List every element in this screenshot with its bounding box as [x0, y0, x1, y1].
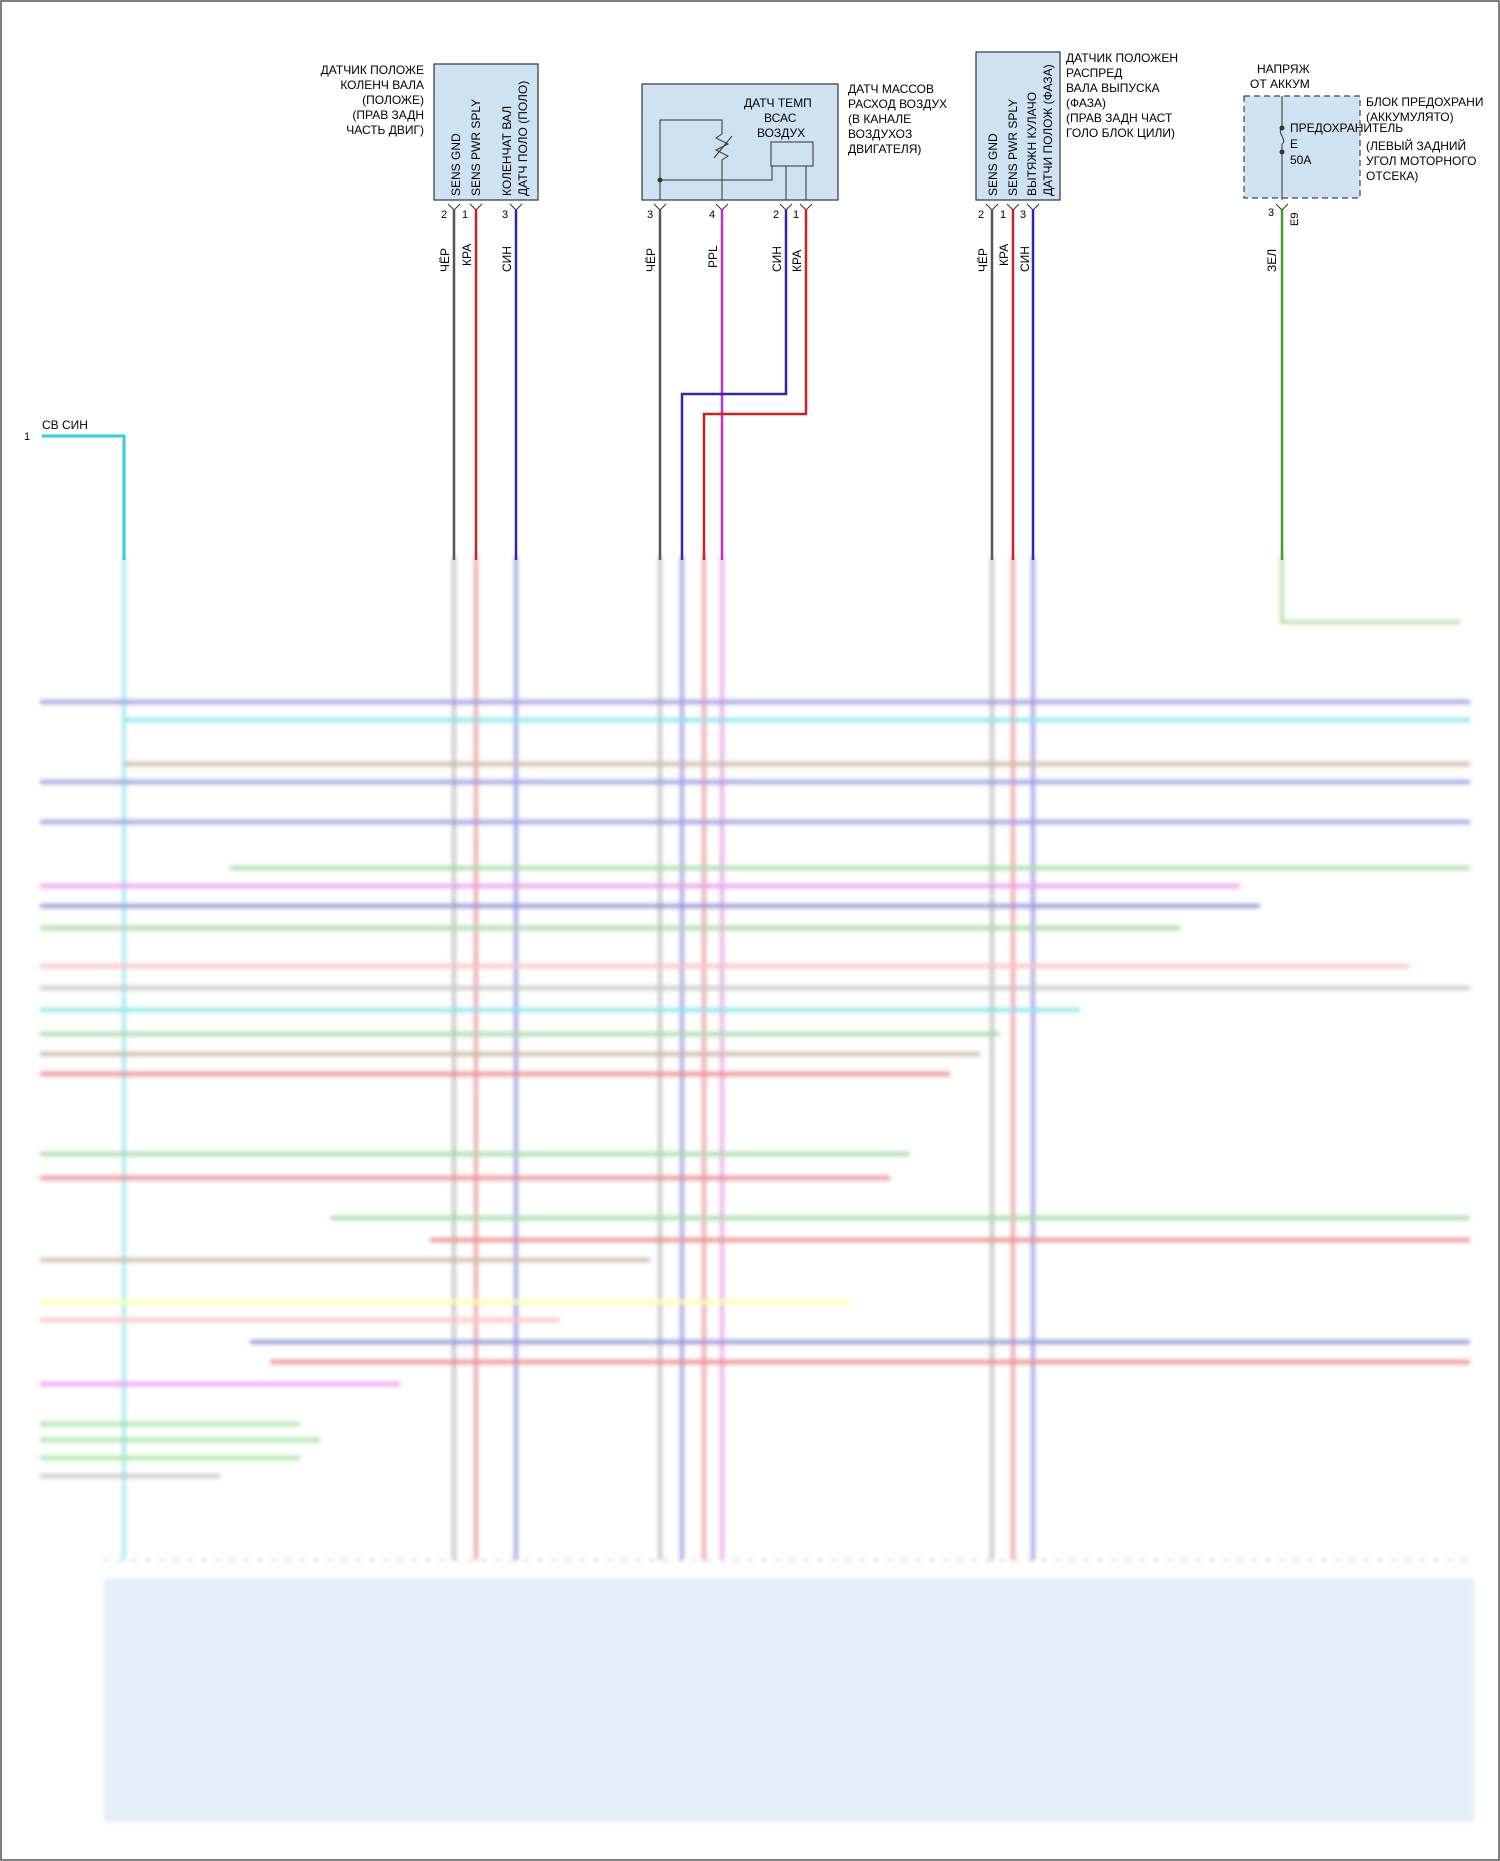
left-wire-group: 1 СВ СИН	[24, 418, 126, 560]
maf-sensing-element	[770, 141, 814, 167]
ecu-module-box	[104, 1578, 1474, 1822]
maf-title-5: ДВИГАТЕЛЯ)	[848, 142, 921, 156]
maf-title-3: (В КАНАЛЕ	[848, 112, 911, 126]
cam-pin2-num: 2	[978, 209, 984, 221]
maf-pin2-num: 2	[773, 209, 779, 221]
crank-wire-red: КРА	[460, 244, 474, 266]
crank-title-5: ЧАСТЬ ДВИГ)	[346, 123, 424, 137]
maf-pin3-num: 3	[647, 209, 653, 221]
crank-pin1-name: SENS PWR SPLY	[469, 99, 483, 196]
cam-pin3-name-a: ВЫТЯЖН КУЛАЧО	[1025, 92, 1039, 196]
fuse-block-box	[1243, 95, 1361, 199]
crank-pin3-num: 3	[502, 209, 508, 221]
left-wire-label: СВ СИН	[42, 418, 88, 432]
fuse-title-5: ОТСЕКА)	[1366, 169, 1418, 183]
cam-pin2-name: SENS GND	[986, 133, 1000, 196]
crank-sensor: ДАТЧИК ПОЛОЖЕ КОЛЕНЧ ВАЛА (ПОЛОЖЕ) (ПРАВ…	[321, 63, 539, 560]
maf-pin4-num: 4	[709, 209, 715, 221]
fuse-inner-1: ПРЕДОХРАНИТЕЛЬ	[1290, 121, 1403, 135]
maf-pin2-terminal	[779, 203, 793, 211]
resistor-icon	[714, 133, 730, 200]
maf-title-1: ДАТЧ МАССОВ	[848, 82, 934, 96]
crank-pin3-name-b: ДАТЧ ПОЛО (ПОЛО)	[516, 81, 530, 196]
fuse-title-3: (ЛЕВЫЙ ЗАДНИЙ	[1366, 138, 1466, 153]
crank-pin2-terminal	[447, 203, 461, 211]
crank-pin1-num: 1	[462, 209, 468, 221]
crank-pin2-name: SENS GND	[449, 133, 463, 196]
cam-title-5: (ПРАВ ЗАДН ЧАСТ	[1066, 111, 1173, 125]
maf-red-wire	[702, 210, 808, 560]
cam-pin1-name: SENS PWR SPLY	[1006, 99, 1020, 196]
cam-title-6: ГОЛО БЛОК ЦИЛИ)	[1066, 126, 1175, 140]
maf-sensor: ДАТЧ ТЕМП ВСАС ВОЗДУХ ДАТЧ МАССОВ РАСХОД…	[641, 82, 947, 560]
fuse-pin-terminal	[1275, 203, 1289, 211]
cam-title-2: РАСПРЕД	[1066, 66, 1122, 80]
fuse-inner-3: 50A	[1290, 153, 1311, 167]
cam-wire-red: КРА	[997, 244, 1011, 266]
maf-pin3-terminal	[653, 203, 667, 211]
maf-internal-circuit	[659, 119, 723, 180]
left-wire	[42, 434, 126, 560]
fuse-green-route	[1280, 556, 1460, 624]
cam-pin1-terminal	[1006, 203, 1020, 211]
cam-wire-blue: СИН	[1018, 246, 1032, 272]
crank-title-3: (ПОЛОЖЕ)	[362, 93, 424, 107]
crank-wire-black: ЧЁР	[438, 248, 452, 272]
cam-pin3-name-b: ДАТЧИ ПОЛОЖ (ФАЗА)	[1041, 64, 1055, 196]
fuse-connector-id: E9	[1289, 213, 1301, 226]
maf-inner-3: ВОЗДУХ	[757, 126, 805, 140]
crank-pin2-num: 2	[441, 209, 447, 221]
fuse-pin-num: 3	[1268, 207, 1274, 219]
fuse-title-1: БЛОК ПРЕДОХРАНИ	[1366, 95, 1483, 109]
maf-ground-link	[660, 166, 773, 181]
cam-pin2-terminal	[985, 203, 999, 211]
fuse-icon	[1279, 127, 1285, 145]
maf-title-2: РАСХОД ВОЗДУХ	[848, 97, 947, 111]
left-wire-pin: 1	[24, 431, 30, 443]
crank-pin3-terminal	[509, 203, 523, 211]
crank-title-2: КОЛЕНЧ ВАЛА	[340, 78, 424, 92]
crank-sensor-box	[433, 63, 539, 201]
cam-title-4: (ФАЗА)	[1066, 96, 1106, 110]
crank-title-1: ДАТЧИК ПОЛОЖЕ	[321, 63, 424, 77]
fuse-supply-2: ОТ АККУМ	[1250, 77, 1310, 91]
cam-sensor: SENS GND SENS PWR SPLY ВЫТЯЖН КУЛАЧО ДАТ…	[975, 51, 1178, 560]
cam-pin3-terminal	[1026, 203, 1040, 211]
cam-pin1-num: 1	[1000, 209, 1006, 221]
maf-wire-red: КРА	[790, 250, 804, 272]
maf-inner-2: ВСАС	[764, 111, 797, 125]
cam-title-3: ВАЛА ВЫПУСКА	[1066, 81, 1160, 95]
cam-title-1: ДАТЧИК ПОЛОЖЕН	[1066, 51, 1178, 65]
cam-wire-black: ЧЁР	[976, 248, 990, 272]
fuse-inner-2: E	[1290, 137, 1298, 151]
crank-title-4: (ПРАВ ЗАДН	[352, 108, 424, 122]
maf-pin1-terminal	[799, 203, 813, 211]
fuse-title-2: (АККУМУЛЯТО)	[1366, 110, 1454, 124]
maf-wire-black: ЧЁР	[644, 248, 658, 272]
maf-pin4-terminal	[715, 203, 729, 211]
crank-pin1-terminal	[469, 203, 483, 211]
maf-title-4: ВОЗДУХОЗ	[848, 127, 912, 141]
fuse-title-4: УГОЛ МОТОРНОГО	[1366, 154, 1476, 168]
maf-wire-blue: СИН	[770, 246, 784, 272]
crank-wire-blue: СИН	[500, 246, 514, 272]
cam-sensor-box	[975, 51, 1061, 201]
maf-pin1-num: 1	[793, 209, 799, 221]
fuse-block: НАПРЯЖ ОТ АККУМ ПРЕДОХРАНИТЕЛЬ E 50A БЛО…	[1243, 62, 1483, 560]
thermistor-arrow-icon	[713, 135, 733, 159]
maf-inner-1: ДАТЧ ТЕМП	[744, 96, 812, 110]
crank-pin3-name-a: КОЛЕНЧАТ ВАЛ	[500, 106, 514, 196]
ecu-harness-blurred	[40, 556, 1474, 1822]
cam-pin3-num: 3	[1020, 209, 1026, 221]
fuse-wire-green: ЗЕЛ	[1265, 249, 1279, 272]
maf-wire-ppl: PPL	[706, 245, 720, 268]
maf-blue-wire	[680, 210, 788, 560]
fuse-supply-1: НАПРЯЖ	[1257, 62, 1310, 76]
